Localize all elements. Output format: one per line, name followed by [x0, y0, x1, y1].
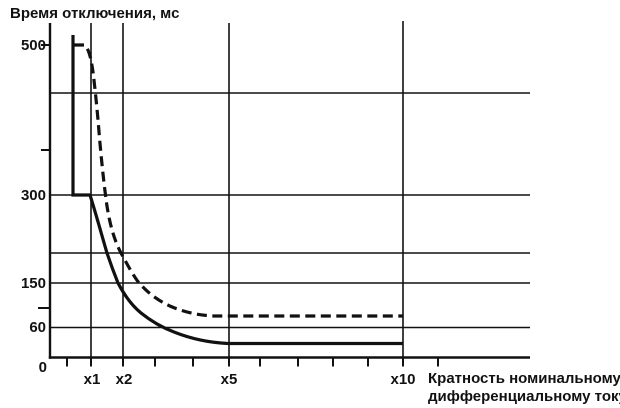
y-label-60: 60 [29, 319, 46, 336]
x-axis-caption: Кратность номинальному дифференциальному… [428, 370, 620, 405]
chart-title: Время отключения, мс [10, 5, 179, 22]
origin-label: 0 [39, 359, 47, 376]
y-axis-ticks [38, 44, 51, 309]
y-label-150: 150 [21, 275, 46, 292]
vertical-gridlines [90, 21, 404, 358]
y-label-300: 300 [21, 187, 46, 204]
y-axis-labels: 500 300 150 60 0 [21, 37, 47, 376]
x-axis-ticks [66, 357, 439, 367]
x-label-x10: x10 [390, 371, 415, 388]
dashed-curve [74, 43, 403, 318]
x-axis-caption-line1: Кратность номинальному [428, 370, 620, 387]
x-label-x2: x2 [116, 371, 133, 388]
x-axis-caption-line2: дифференциальному току [428, 388, 620, 405]
horizontal-gridlines [50, 92, 530, 329]
x-label-x5: x5 [221, 371, 238, 388]
x-axis-labels: x1 x2 x5 x10 [84, 371, 416, 388]
solid-curve [71, 35, 403, 346]
x-label-x1: x1 [84, 371, 101, 388]
y-label-500: 500 [21, 37, 46, 54]
